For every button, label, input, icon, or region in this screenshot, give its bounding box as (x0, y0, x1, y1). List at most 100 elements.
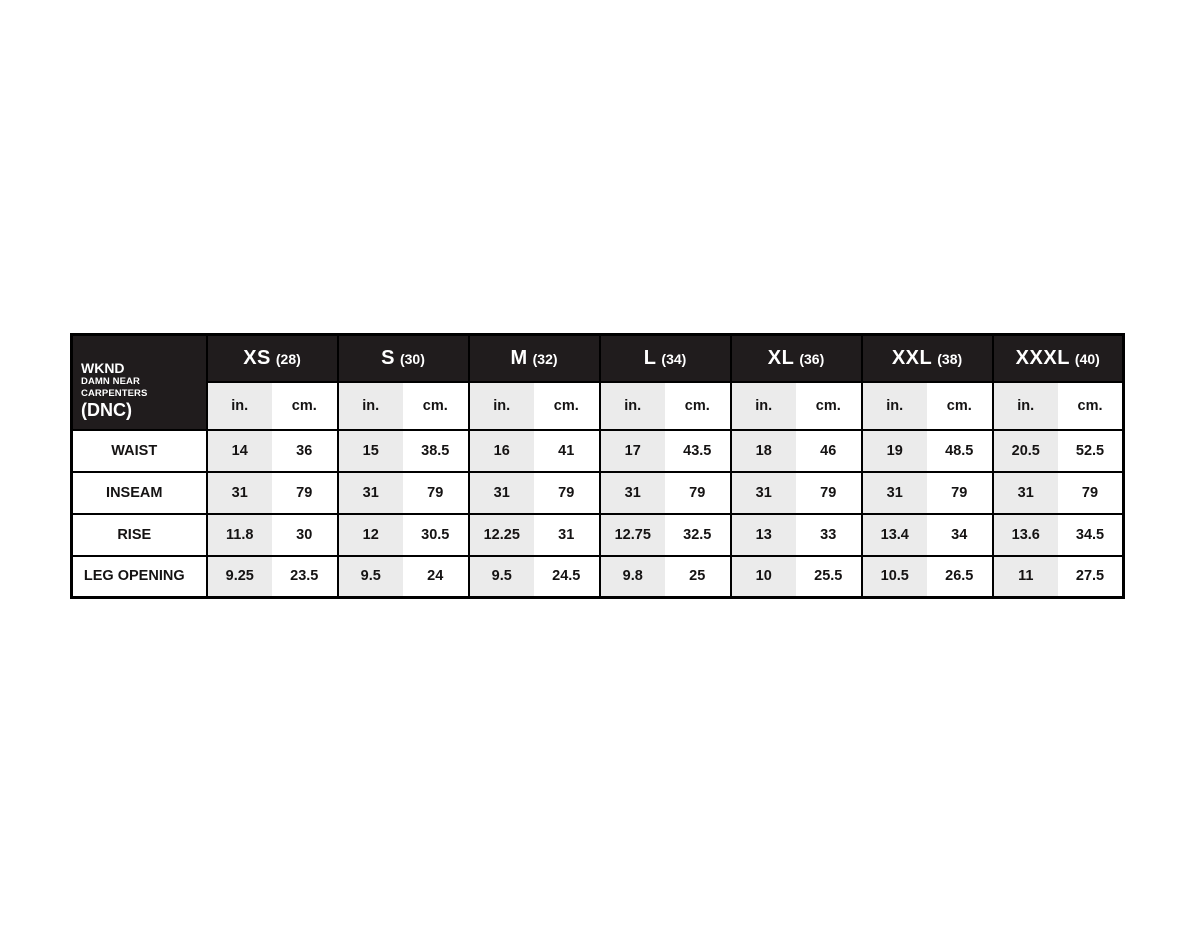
unit-header-row: in. cm. in. cm. in. cm. in. cm. in. cm. … (72, 380, 1124, 430)
value-cell: 26.5 (927, 554, 993, 598)
value-cell: 9.5 (467, 554, 534, 598)
unit-label-in: in. (860, 380, 927, 430)
value-cell: 31 (991, 470, 1058, 514)
row-label-waist: WAIST (71, 428, 208, 472)
unit-label-cm: cm. (1058, 380, 1124, 430)
value-cell: 79 (927, 470, 993, 514)
size-label: S (381, 346, 395, 369)
unit-label-cm: cm. (534, 380, 600, 430)
value-cell: 31 (729, 470, 796, 514)
value-cell: 41 (534, 428, 600, 472)
value-cell: 34 (927, 512, 993, 556)
value-cell: 31 (205, 470, 272, 514)
value-cell: 10.5 (860, 554, 927, 598)
size-header-xl: XL (36) (729, 334, 862, 382)
table-row-inseam: INSEAM 31 79 31 79 31 79 31 79 31 79 31 … (71, 470, 1124, 514)
table-row-leg-opening: LEG OPENING 9.25 23.5 9.5 24 9.5 24.5 9.… (71, 554, 1124, 598)
brand-subtitle: DAMN NEAR CARPENTERS (81, 376, 148, 399)
row-label-rise: RISE (71, 512, 208, 556)
value-cell: 79 (272, 470, 338, 514)
unit-label-cm: cm. (403, 380, 469, 430)
size-header-xxl: XXL (38) (860, 334, 993, 382)
value-cell: 25 (665, 554, 731, 598)
size-header-s: S (30) (336, 334, 469, 382)
value-cell: 25.5 (796, 554, 862, 598)
unit-label-in: in. (336, 380, 403, 430)
value-cell: 48.5 (927, 428, 993, 472)
value-cell: 19 (860, 428, 927, 472)
table-row-waist: WAIST 14 36 15 38.5 16 41 17 43.5 18 46 … (71, 428, 1124, 472)
value-cell: 33 (796, 512, 862, 556)
size-number: (36) (799, 350, 825, 367)
value-cell: 14 (205, 428, 272, 472)
size-number: (30) (399, 350, 425, 367)
value-cell: 17 (598, 428, 665, 472)
brand-header-cell: WKND DAMN NEAR CARPENTERS (DNC) (71, 334, 208, 430)
size-label: M (510, 346, 528, 369)
value-cell: 46 (796, 428, 862, 472)
value-cell: 18 (729, 428, 796, 472)
size-number: (32) (532, 350, 558, 367)
size-number: (34) (661, 350, 687, 367)
value-cell: 27.5 (1058, 554, 1124, 598)
size-chart-table: WKND DAMN NEAR CARPENTERS (DNC) XS (28) S… (70, 333, 1125, 599)
brand-name: WKND (81, 359, 125, 376)
unit-label-cm: cm. (927, 380, 993, 430)
row-label-inseam: INSEAM (71, 470, 208, 514)
size-header-xxxl: XXXL (40) (991, 334, 1124, 382)
value-cell: 31 (534, 512, 600, 556)
value-cell: 23.5 (272, 554, 338, 598)
unit-label-in: in. (598, 380, 665, 430)
unit-label-cm: cm. (796, 380, 862, 430)
unit-label-in: in. (467, 380, 534, 430)
value-cell: 11.8 (205, 512, 272, 556)
value-cell: 12 (336, 512, 403, 556)
value-cell: 12.75 (598, 512, 665, 556)
value-cell: 24.5 (534, 554, 600, 598)
value-cell: 79 (1058, 470, 1124, 514)
value-cell: 43.5 (665, 428, 731, 472)
size-number: (28) (275, 350, 301, 367)
unit-label-in: in. (991, 380, 1058, 430)
value-cell: 79 (796, 470, 862, 514)
value-cell: 10 (729, 554, 796, 598)
unit-label-in: in. (729, 380, 796, 430)
size-number: (40) (1074, 350, 1100, 367)
value-cell: 9.8 (598, 554, 665, 598)
value-cell: 12.25 (467, 512, 534, 556)
size-header-row: WKND DAMN NEAR CARPENTERS (DNC) XS (28) S… (71, 334, 1124, 430)
value-cell: 9.25 (205, 554, 272, 598)
table-row-rise: RISE 11.8 30 12 30.5 12.25 31 12.75 32.5… (71, 512, 1124, 556)
value-cell: 30 (272, 512, 338, 556)
value-cell: 15 (336, 428, 403, 472)
value-cell: 52.5 (1058, 428, 1124, 472)
value-cell: 38.5 (403, 428, 469, 472)
unit-label-cm: cm. (665, 380, 731, 430)
size-header-l: L (34) (598, 334, 731, 382)
value-cell: 31 (336, 470, 403, 514)
value-cell: 79 (534, 470, 600, 514)
size-label: XS (243, 346, 271, 369)
value-cell: 16 (467, 428, 534, 472)
size-chart: WKND DAMN NEAR CARPENTERS (DNC) XS (28) S… (70, 333, 1125, 599)
unit-label-in: in. (205, 380, 272, 430)
size-header-xs: XS (28) (205, 334, 338, 382)
value-cell: 79 (665, 470, 731, 514)
size-label: L (643, 346, 657, 369)
value-cell: 30.5 (403, 512, 469, 556)
size-label: XXXL (1015, 346, 1070, 369)
value-cell: 13 (729, 512, 796, 556)
unit-label-cm: cm. (272, 380, 338, 430)
value-cell: 31 (860, 470, 927, 514)
value-cell: 34.5 (1058, 512, 1124, 556)
value-cell: 9.5 (336, 554, 403, 598)
value-cell: 31 (467, 470, 534, 514)
value-cell: 31 (598, 470, 665, 514)
row-label-leg-opening: LEG OPENING (71, 554, 208, 598)
value-cell: 11 (991, 554, 1058, 598)
value-cell: 24 (403, 554, 469, 598)
value-cell: 13.6 (991, 512, 1058, 556)
value-cell: 32.5 (665, 512, 731, 556)
size-number: (38) (937, 350, 963, 367)
value-cell: 36 (272, 428, 338, 472)
